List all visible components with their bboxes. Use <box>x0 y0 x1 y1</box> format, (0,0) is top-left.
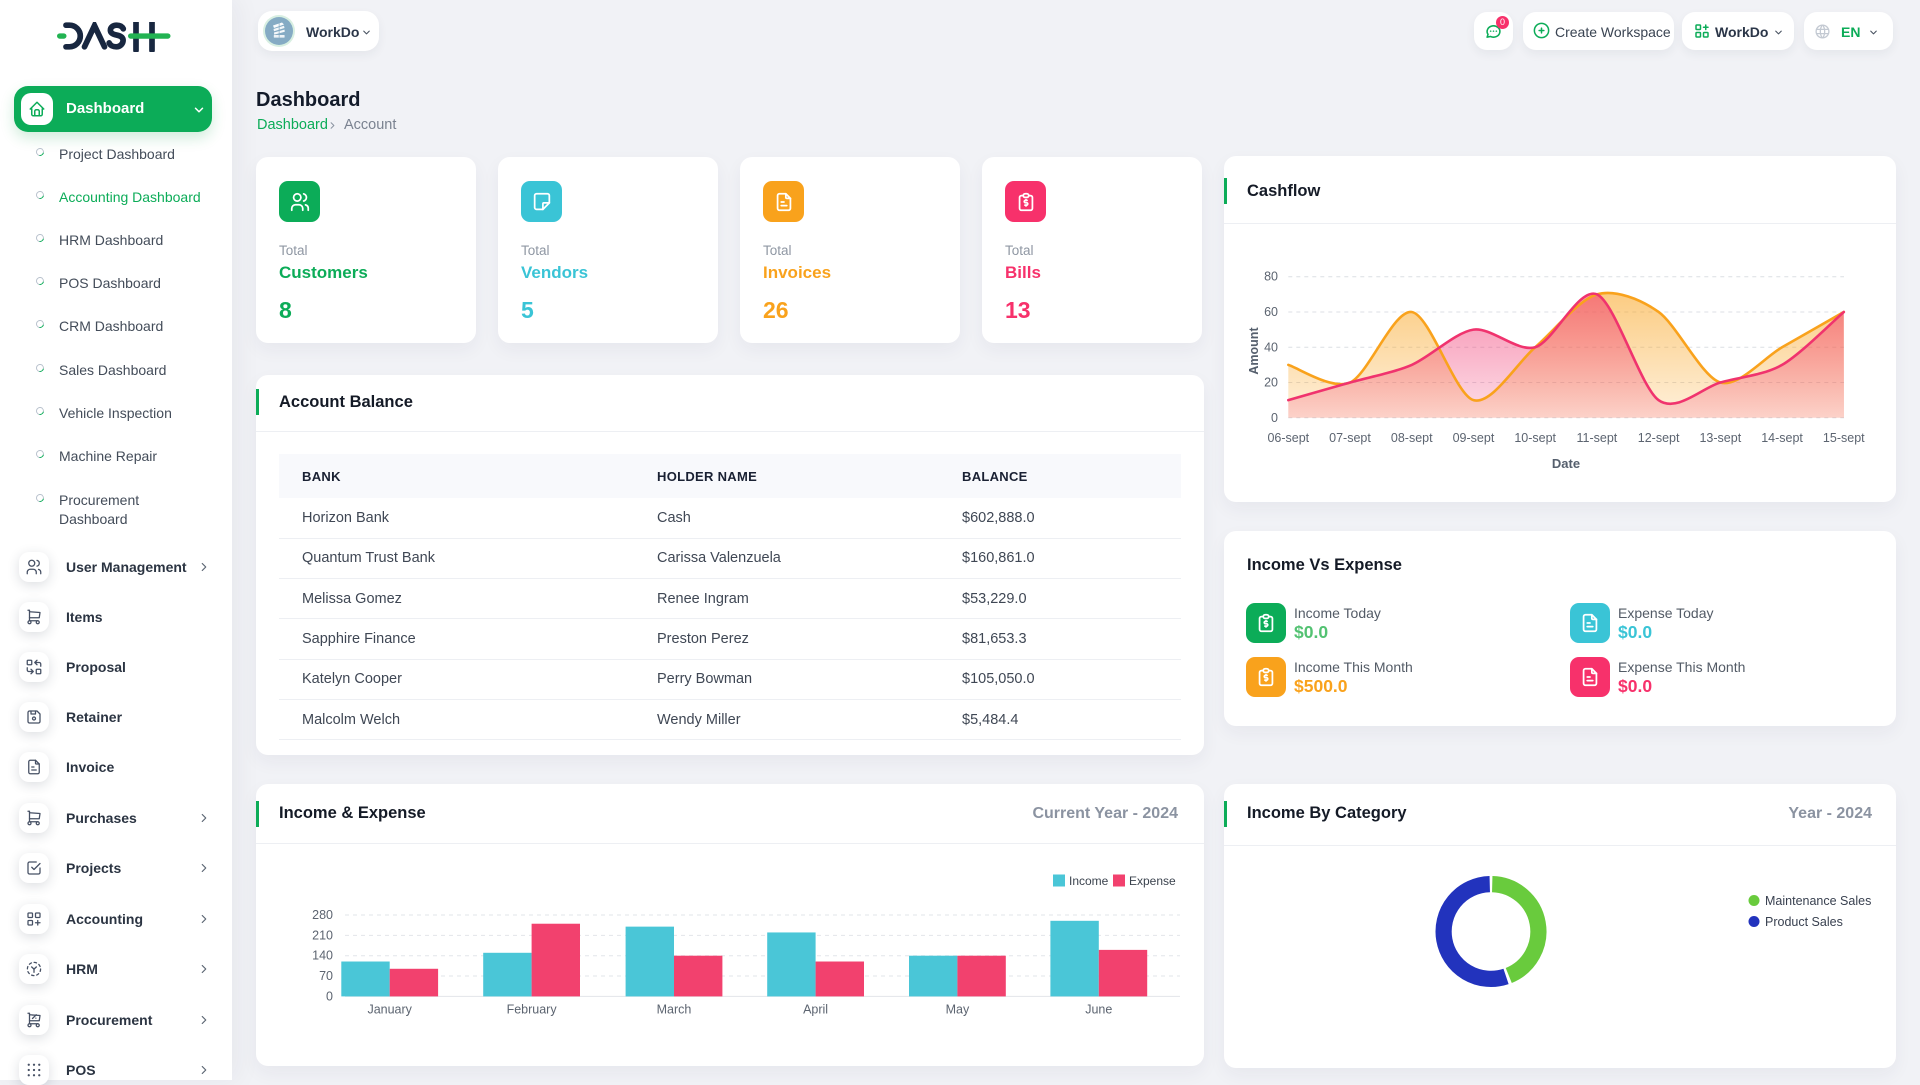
svg-text:Amount: Amount <box>1247 327 1261 375</box>
svg-text:13-sept: 13-sept <box>1699 431 1741 445</box>
svg-text:280: 280 <box>312 908 333 922</box>
svg-text:March: March <box>657 1002 692 1016</box>
svg-text:09-sept: 09-sept <box>1453 431 1495 445</box>
svg-text:70: 70 <box>319 969 333 983</box>
svg-text:Maintenance Sales: Maintenance Sales <box>1765 894 1871 908</box>
svg-text:07-sept: 07-sept <box>1329 431 1371 445</box>
svg-text:20: 20 <box>1264 376 1278 390</box>
svg-text:May: May <box>946 1002 970 1016</box>
svg-text:January: January <box>367 1002 412 1016</box>
svg-text:April: April <box>803 1002 828 1016</box>
svg-text:Income: Income <box>1069 874 1109 888</box>
svg-text:Expense: Expense <box>1129 874 1176 888</box>
svg-text:0: 0 <box>1271 411 1278 425</box>
svg-text:10-sept: 10-sept <box>1514 431 1556 445</box>
svg-text:40: 40 <box>1264 340 1278 354</box>
svg-text:11-sept: 11-sept <box>1577 431 1618 445</box>
svg-text:06-sept: 06-sept <box>1267 431 1309 445</box>
svg-text:Date: Date <box>1552 456 1580 471</box>
svg-text:June: June <box>1085 1002 1112 1016</box>
svg-text:14-sept: 14-sept <box>1761 431 1803 445</box>
svg-text:80: 80 <box>1264 270 1278 284</box>
svg-text:15-sept: 15-sept <box>1823 431 1865 445</box>
svg-text:February: February <box>507 1002 558 1016</box>
svg-text:08-sept: 08-sept <box>1391 431 1433 445</box>
svg-text:140: 140 <box>312 949 333 963</box>
svg-text:60: 60 <box>1264 305 1278 319</box>
svg-text:0: 0 <box>326 989 333 1003</box>
svg-text:Product Sales: Product Sales <box>1765 915 1843 929</box>
svg-text:210: 210 <box>312 928 333 942</box>
svg-text:12-sept: 12-sept <box>1638 431 1680 445</box>
